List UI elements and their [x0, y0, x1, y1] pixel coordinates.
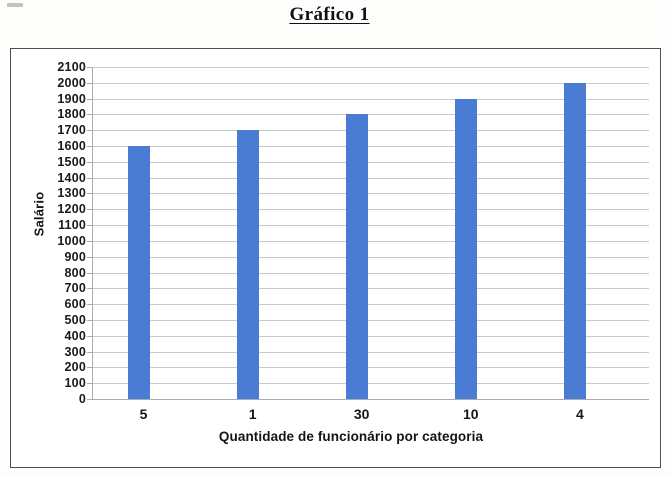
y-tick-label: 1500	[57, 154, 86, 169]
chart-title: Gráfico 1	[289, 4, 370, 25]
y-axis-tick	[87, 82, 92, 84]
gridline	[92, 67, 649, 68]
gridline	[92, 98, 649, 100]
gridline	[92, 272, 649, 274]
chart-frame: Salário Quantidade de funcionário por ca…	[10, 48, 661, 468]
y-tick-label: 2100	[57, 60, 86, 74]
y-tick-label: 1000	[57, 233, 86, 248]
gridline	[92, 82, 649, 84]
gridline	[92, 146, 649, 148]
y-tick-label: 800	[64, 265, 86, 280]
y-axis-tick	[87, 367, 92, 369]
y-tick-label: 400	[64, 328, 86, 343]
y-axis-tick	[87, 225, 92, 227]
y-tick-label: 700	[64, 281, 86, 296]
gridline	[92, 319, 649, 321]
bar	[563, 82, 586, 399]
y-tick-label: 300	[64, 344, 86, 359]
y-axis-tick	[87, 351, 92, 353]
gridline	[92, 335, 649, 337]
y-axis-tick	[87, 146, 92, 148]
bar	[236, 130, 259, 399]
y-axis-tick	[87, 161, 92, 163]
y-tick-label: 100	[64, 376, 86, 391]
gridline	[92, 209, 649, 211]
y-axis-tick	[87, 304, 92, 306]
gridline	[92, 351, 649, 353]
gridline	[92, 256, 649, 258]
gridline	[92, 367, 649, 369]
bar	[345, 114, 368, 399]
x-tick-label: 10	[463, 406, 479, 422]
y-axis-tick	[87, 319, 92, 321]
y-axis-tick	[87, 130, 92, 132]
y-tick-label: 1100	[58, 218, 86, 233]
gridline	[92, 383, 649, 385]
y-tick-label: 1700	[57, 123, 86, 138]
x-tick-label: 1	[248, 406, 257, 422]
y-axis-tick	[87, 240, 92, 242]
gridline	[92, 193, 649, 195]
x-tick-label: 30	[353, 406, 370, 422]
y-tick-label: 1800	[57, 107, 86, 122]
y-tick-label: 1900	[57, 91, 86, 106]
y-axis-tick	[87, 335, 92, 337]
y-axis-tick	[87, 256, 92, 258]
x-tick-label: 4	[575, 406, 584, 422]
y-axis-tick	[87, 193, 92, 195]
bar	[454, 98, 477, 399]
y-axis-tick	[87, 209, 92, 211]
y-axis-line	[92, 67, 93, 399]
plot-area: Salário Quantidade de funcionário por ca…	[11, 49, 660, 467]
y-axis-tick	[87, 288, 92, 290]
y-tick-label: 1600	[57, 139, 86, 154]
x-axis-title: Quantidade de funcionário por categoria	[218, 429, 484, 444]
y-tick-label: 2000	[57, 75, 86, 90]
y-axis-tick	[87, 98, 92, 100]
y-axis-tick	[87, 67, 92, 68]
y-tick-label: 1400	[57, 170, 86, 185]
gridline	[92, 177, 649, 179]
y-axis-tick	[87, 383, 92, 385]
gridline	[92, 240, 649, 242]
y-axis-tick	[87, 399, 92, 400]
gridline	[92, 114, 649, 116]
y-tick-label: 1200	[57, 202, 86, 217]
y-tick-label: 0	[78, 392, 86, 406]
y-tick-label: 900	[64, 249, 86, 264]
scan-artifact	[7, 3, 23, 7]
y-tick-label: 600	[64, 297, 86, 312]
x-axis-line	[92, 399, 649, 400]
bar	[127, 146, 150, 399]
y-tick-label: 500	[64, 312, 86, 327]
gridline	[92, 304, 649, 306]
gridline	[92, 225, 649, 227]
y-tick-label: 200	[64, 360, 86, 375]
gridline	[92, 161, 649, 163]
x-tick-label: 5	[139, 406, 148, 422]
y-axis-tick	[87, 114, 92, 116]
y-tick-label: 1300	[57, 186, 86, 201]
y-axis-tick	[87, 177, 92, 179]
gridline	[92, 130, 649, 132]
gridline	[92, 288, 649, 290]
y-axis-tick	[87, 272, 92, 274]
